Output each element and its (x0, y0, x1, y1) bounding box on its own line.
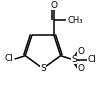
Text: Cl: Cl (4, 54, 13, 63)
Text: CH₃: CH₃ (68, 16, 83, 25)
Text: Cl: Cl (88, 56, 97, 65)
Text: S: S (40, 65, 46, 73)
Text: O: O (77, 47, 84, 56)
Text: O: O (77, 64, 84, 73)
Text: O: O (50, 1, 57, 10)
Text: S: S (71, 56, 77, 65)
